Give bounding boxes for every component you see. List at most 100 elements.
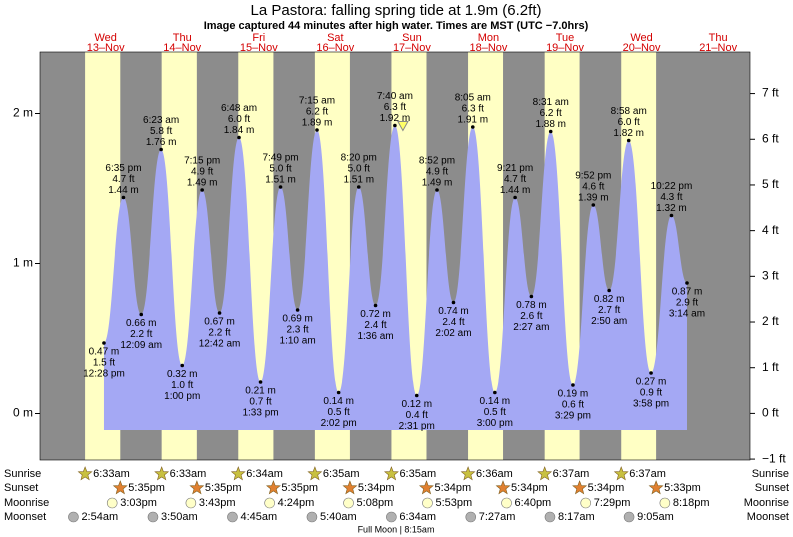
sunrise-icon	[383, 466, 399, 481]
extreme-label: 1.39 m	[578, 193, 609, 204]
row-label: Moonrise	[4, 497, 49, 509]
extreme-point	[414, 393, 419, 398]
row-label: Sunset	[755, 482, 789, 494]
extreme-point	[295, 308, 300, 312]
sunset-icon	[572, 480, 588, 495]
extreme-label: 0.5 ft	[484, 407, 506, 418]
event-time: 6:37am	[553, 468, 590, 480]
extreme-point	[649, 371, 653, 375]
extreme-label: 12:28 pm	[83, 369, 125, 380]
event-time: 9:05am	[637, 511, 674, 523]
event-time: 2:54am	[81, 511, 118, 523]
tide-area	[103, 125, 687, 430]
extreme-point	[513, 195, 517, 200]
event-time: 5:53pm	[435, 497, 472, 509]
extreme-label: 1:00 pm	[164, 391, 200, 402]
sunrise-icon	[154, 466, 170, 481]
extreme-label: 2.9 ft	[676, 298, 698, 309]
moonrise-icon	[343, 497, 354, 509]
sunset-icon	[112, 480, 128, 495]
extreme-label: 1.32 m	[656, 203, 687, 214]
day-weekday: Thu	[709, 32, 728, 44]
event-time: 3:03pm	[120, 497, 157, 509]
moonset-icon	[68, 511, 79, 523]
extreme-point	[548, 129, 553, 134]
extreme-point	[200, 188, 204, 192]
day-date: 20–Nov	[623, 42, 661, 54]
extreme-label: 0.69 m	[282, 314, 313, 325]
moonset-icon	[623, 511, 635, 523]
moonrise-icon	[659, 497, 671, 509]
extreme-label: 9:52 pm	[575, 171, 611, 182]
extreme-label: 6.3 ft	[384, 102, 406, 113]
extreme-label: 2:31 pm	[399, 421, 435, 432]
sunset-icon	[418, 480, 434, 495]
moonrise-icon	[422, 497, 433, 509]
extreme-point	[373, 303, 378, 308]
extreme-point	[591, 203, 596, 207]
extreme-point	[435, 188, 439, 192]
event-time: 5:33pm	[664, 482, 701, 494]
extreme-label: 0.14 m	[480, 396, 511, 407]
extreme-label: 5.0 ft	[348, 164, 370, 175]
sunrise-icon	[460, 466, 476, 481]
extreme-label: 3:14 am	[669, 309, 705, 320]
extreme-label: 5.0 ft	[269, 164, 291, 175]
day-date: 15–Nov	[240, 42, 278, 54]
extreme-label: 4.7 ft	[112, 174, 134, 185]
extreme-label: 4.9 ft	[191, 167, 213, 178]
moonrise-icon	[580, 497, 592, 509]
extreme-label: 8:31 am	[533, 97, 569, 108]
extreme-label: 3:00 pm	[477, 418, 513, 429]
extreme-point	[626, 138, 631, 143]
extreme-label: 1.92 m	[380, 113, 411, 124]
day-weekday: Sat	[327, 32, 344, 44]
extreme-label: 2.4 ft	[442, 317, 464, 328]
event-time: 6:33am	[93, 468, 130, 480]
extreme-label: 0.19 m	[558, 389, 589, 400]
event-time: 4:45am	[240, 511, 277, 523]
extreme-label: 5.8 ft	[150, 126, 172, 137]
event-time: 3:50am	[161, 511, 198, 523]
extreme-label: 2.2 ft	[130, 329, 152, 340]
extreme-label: 1:33 pm	[242, 408, 278, 419]
sunrise-icon	[230, 466, 246, 481]
moonset-icon	[227, 511, 238, 523]
moonset-icon	[306, 511, 318, 523]
y2-tick-label: 6 ft	[762, 131, 779, 145]
extreme-point	[180, 363, 185, 368]
extreme-label: 1.51 m	[343, 175, 374, 186]
extreme-label: 2:02 am	[435, 328, 471, 339]
extreme-point	[356, 185, 361, 189]
sunrise-icon	[537, 466, 553, 481]
extreme-point	[258, 380, 263, 384]
extreme-point	[607, 288, 611, 293]
event-time: 5:34pm	[358, 482, 395, 494]
extreme-label: 2.3 ft	[286, 325, 308, 336]
day-weekday: Fri	[252, 32, 265, 44]
y-tick-label: 0 m	[13, 406, 33, 420]
extreme-label: 1.49 m	[187, 178, 218, 189]
row-label: Sunset	[4, 482, 38, 494]
moonset-icon	[465, 511, 477, 523]
extreme-label: 1.5 ft	[93, 358, 115, 369]
extreme-label: 4.9 ft	[426, 167, 448, 178]
extreme-point	[529, 294, 534, 299]
chart-title: La Pastora: falling spring tide at 1.9m …	[251, 2, 542, 19]
extreme-label: 1.89 m	[302, 118, 333, 129]
extreme-label: 1.82 m	[613, 128, 644, 139]
extreme-point	[470, 125, 475, 129]
extreme-label: 1.76 m	[146, 137, 177, 148]
day-date: 18–Nov	[470, 42, 508, 54]
event-time: 7:29pm	[594, 497, 631, 509]
y-tick-label: 1 m	[13, 256, 33, 270]
extreme-label: 1.88 m	[535, 119, 566, 130]
extreme-label: 2.6 ft	[520, 311, 542, 322]
extreme-label: 0.14 m	[323, 396, 354, 407]
event-time: 4:24pm	[278, 497, 315, 509]
event-time: 6:34am	[246, 468, 283, 480]
row-label: Sunrise	[752, 468, 789, 480]
sunset-icon	[265, 480, 281, 495]
